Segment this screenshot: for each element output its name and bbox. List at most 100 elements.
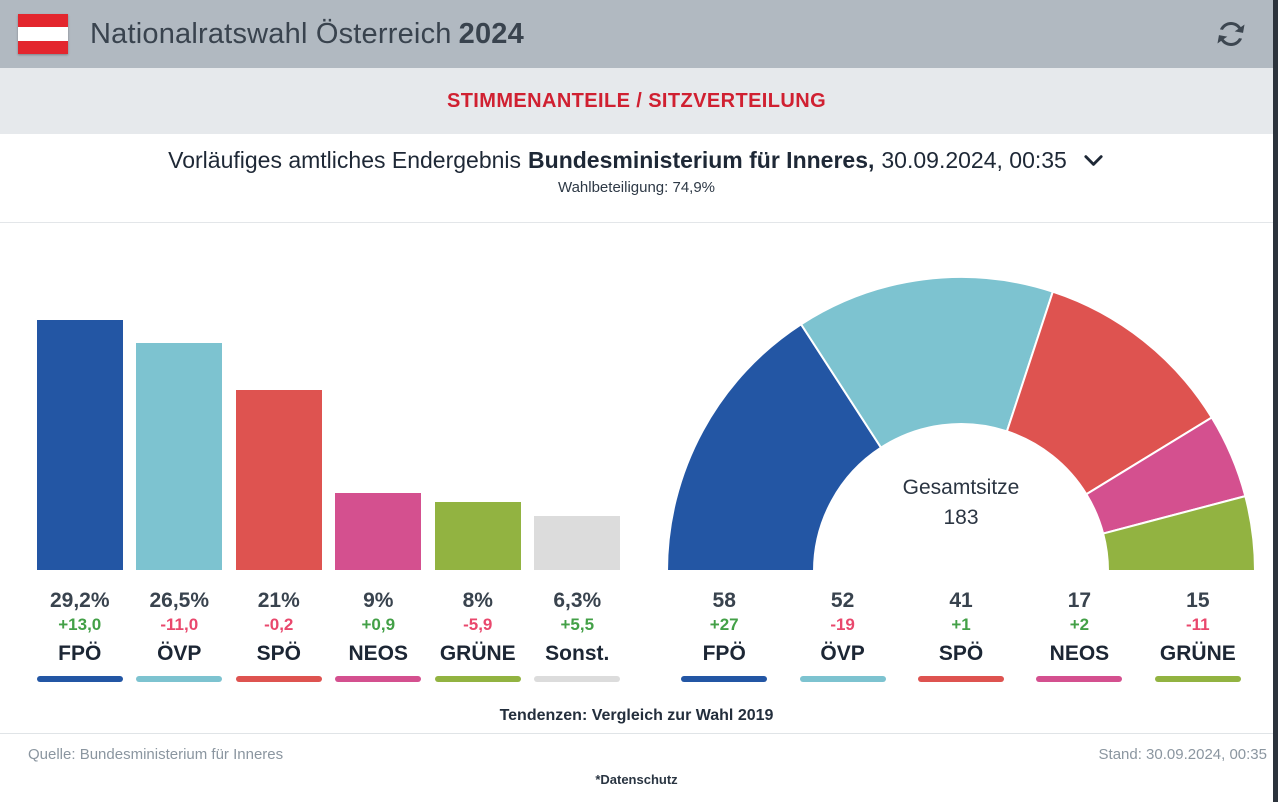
seat-count: 58: [712, 589, 736, 612]
total-seats-value: 183: [943, 506, 979, 529]
seat-trend: -11: [1186, 615, 1210, 634]
party-name: GRÜNE: [439, 642, 516, 665]
party-color-underline: [681, 676, 768, 682]
bar-label-vp: 26,5% -11,0 ÖVP: [130, 589, 230, 682]
vote-share-value: 26,5%: [149, 589, 210, 612]
page-title-year: 2024: [458, 17, 524, 50]
bar-label-fp: 29,2% +13,0 FPÖ: [30, 589, 130, 682]
vote-share-trend: +5,5: [560, 615, 595, 634]
refresh-icon[interactable]: [1213, 16, 1249, 52]
bar-label-sp: 21% -0,2 SPÖ: [229, 589, 329, 682]
seat-count: 17: [1067, 589, 1092, 612]
charts-area: 29,2% +13,0 FPÖ 26,5% -11,0 ÖVP 21% -0,2 SPÖ 9% +0…: [0, 223, 1273, 701]
seat-count: 15: [1186, 589, 1210, 612]
page-title-text: Nationalratswahl Österreich: [90, 17, 452, 50]
bar-column-sp: [229, 223, 329, 570]
party-color-underline: [235, 676, 322, 682]
footer-divider: [0, 733, 1273, 734]
seat-label-sp: 41 +1 SPÖ: [902, 589, 1020, 682]
stand-label: Stand: 30.09.2024, 00:35: [1098, 746, 1267, 763]
party-name: NEOS: [1049, 642, 1110, 665]
seat-label-vp: 52 -19 ÖVP: [783, 589, 901, 682]
privacy-link[interactable]: *Datenschutz: [595, 772, 678, 787]
seat-label-grne: 15 -11 GRÜNE: [1139, 589, 1257, 682]
result-title-dropdown[interactable]: Vorläufiges amtliches Endergebnis Bundes…: [0, 147, 1273, 174]
result-title-source: Bundesministerium für Inneres,: [528, 147, 875, 173]
seat-trend: -19: [830, 615, 855, 634]
bar-grne: [434, 502, 521, 570]
vote-share-value: 29,2%: [49, 589, 110, 612]
result-header: Vorläufiges amtliches Endergebnis Bundes…: [0, 134, 1273, 223]
seat-count: 52: [830, 589, 855, 612]
result-title-prefix: Vorläufiges amtliches Endergebnis: [168, 147, 522, 173]
header-bar: Nationalratswahl Österreich 2024: [0, 0, 1273, 68]
vote-share-trend: -5,9: [463, 615, 493, 634]
bar-column-grne: [428, 223, 528, 570]
result-title-datetime: 30.09.2024, 00:35: [881, 147, 1067, 173]
vote-share-value: 9%: [363, 589, 394, 612]
section-band-label: STIMMENANTEILE / SITZVERTEILUNG: [446, 89, 827, 112]
bar-column-neos: [329, 223, 429, 570]
party-name: FPÖ: [58, 642, 102, 665]
seat-trend: +2: [1069, 615, 1090, 634]
bar-label-neos: 9% +0,9 NEOS: [329, 589, 429, 682]
vote-share-bar-chart: [30, 223, 627, 570]
seat-count: 41: [949, 589, 973, 612]
vote-share-labels: 29,2% +13,0 FPÖ 26,5% -11,0 ÖVP 21% -0,2 SPÖ 9% +0…: [30, 589, 627, 682]
party-name: Sonst.: [545, 642, 610, 665]
chevron-down-icon[interactable]: [1082, 149, 1105, 172]
seat-label-fp: 58 +27 FPÖ: [665, 589, 783, 682]
bar-sp: [235, 390, 322, 570]
donut-center-label: Gesamtsitze 183: [861, 473, 1061, 533]
vote-share-value: 8%: [462, 589, 493, 612]
bar-sonst: [534, 516, 621, 570]
seat-distribution-donut-chart: [665, 276, 1257, 572]
vote-share-trend: -0,2: [264, 615, 294, 634]
party-color-underline: [918, 676, 1005, 682]
bar-label-grne: 8% -5,9 GRÜNE: [428, 589, 528, 682]
bar-column-vp: [130, 223, 230, 570]
section-band: STIMMENANTEILE / SITZVERTEILUNG: [0, 68, 1273, 134]
party-name: GRÜNE: [1159, 642, 1236, 665]
bar-fp: [36, 320, 123, 570]
tendency-note: Tendenzen: Vergleich zur Wahl 2019: [499, 707, 774, 724]
vote-share-value: 6,3%: [553, 589, 602, 612]
party-name: ÖVP: [820, 642, 865, 665]
bar-label-sonst: 6,3% +5,5 Sonst.: [528, 589, 628, 682]
donut-segment-fp: [665, 322, 883, 572]
party-name: NEOS: [348, 642, 408, 665]
page-title: Nationalratswahl Österreich 2024: [90, 18, 524, 51]
vote-share-trend: +13,0: [58, 615, 102, 634]
party-color-underline: [799, 676, 886, 682]
footer-row: Quelle: Bundesministerium für Inneres St…: [0, 734, 1273, 763]
party-name: FPÖ: [702, 642, 746, 665]
seat-trend: +1: [951, 615, 971, 634]
party-color-underline: [36, 676, 123, 682]
party-name: ÖVP: [157, 642, 202, 665]
source-label: Quelle: Bundesministerium für Inneres: [28, 746, 284, 763]
party-name: SPÖ: [938, 642, 984, 665]
party-color-underline: [534, 676, 621, 682]
party-name: SPÖ: [256, 642, 301, 665]
party-color-underline: [434, 676, 521, 682]
party-color-underline: [1154, 676, 1241, 682]
vote-share-trend: +0,9: [361, 615, 396, 634]
total-seats-label: Gesamtsitze: [902, 476, 1020, 499]
bar-column-sonst: [528, 223, 628, 570]
austria-flag-icon: [18, 14, 68, 54]
turnout-label: Wahlbeteiligung: 74,9%: [557, 179, 716, 196]
vote-share-value: 21%: [257, 589, 300, 612]
donut-segment-vp: [799, 276, 1055, 450]
seat-trend: +27: [709, 615, 739, 634]
bar-neos: [335, 493, 422, 570]
party-color-underline: [1036, 676, 1123, 682]
bar-vp: [136, 343, 223, 570]
donut-segment-grne: [1101, 494, 1257, 572]
party-color-underline: [136, 676, 223, 682]
vote-share-trend: -11,0: [160, 615, 199, 634]
seat-distribution-labels: 58 +27 FPÖ 52 -19 ÖVP 41 +1 SPÖ 17 +2 NEOS 15 -11 GRÜN…: [665, 589, 1257, 682]
seat-label-neos: 17 +2 NEOS: [1020, 589, 1138, 682]
party-color-underline: [335, 676, 422, 682]
bar-column-fp: [30, 223, 130, 570]
